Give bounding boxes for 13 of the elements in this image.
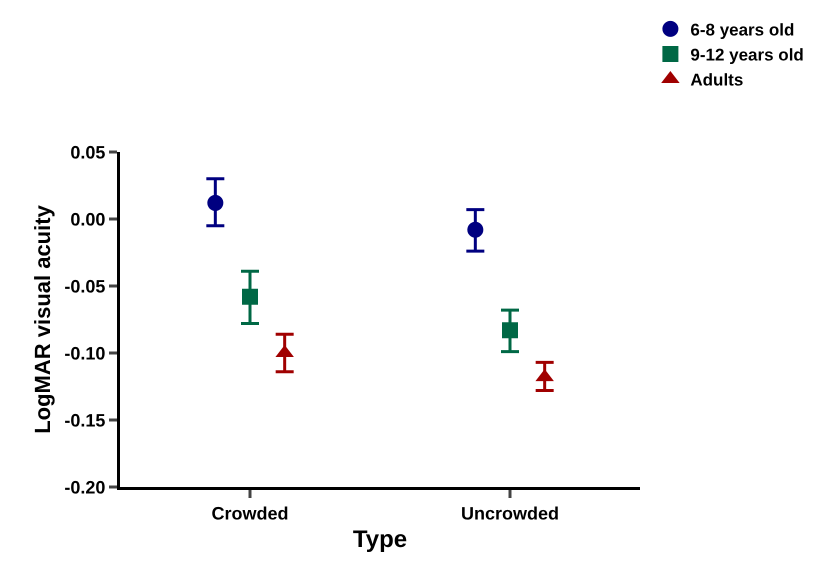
x-axis-title: Type (352, 526, 408, 553)
x-tick-label: Crowded (211, 504, 289, 524)
y-tick-label: -0.05 (64, 276, 106, 296)
x-tick-label: Uncrowded (460, 504, 560, 524)
legend-label: Adults (690, 70, 744, 90)
y-tick-label: -0.20 (64, 477, 106, 498)
y-tick-label: -0.10 (64, 343, 106, 364)
y-tick-label: 0.00 (70, 209, 106, 230)
legend-label: 9-12 years old (690, 46, 804, 65)
y-axis-title: LogMAR visual acuity (30, 204, 56, 434)
legend-label: 6-8 years old (690, 20, 794, 40)
y-tick-label: 0.05 (70, 142, 106, 162)
y-tick-label: -0.15 (64, 410, 106, 430)
